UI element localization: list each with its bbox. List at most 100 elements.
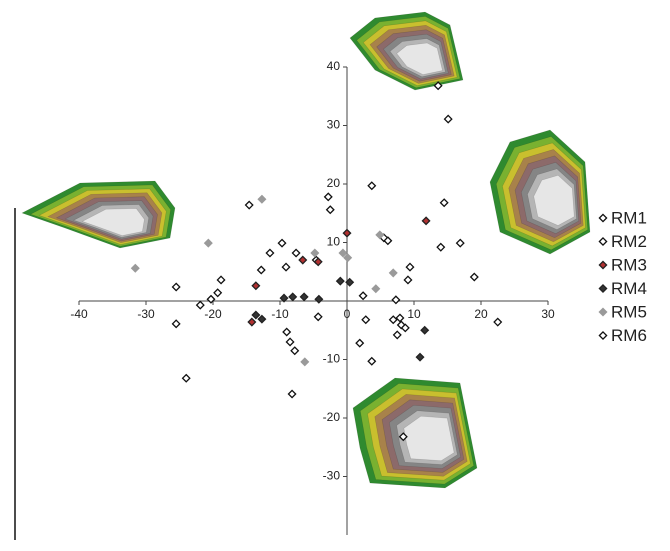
point (420, 325, 430, 335)
y-tick-label: -10 (323, 352, 341, 366)
point (171, 319, 181, 329)
shape-layer (81, 208, 145, 236)
legend-label: RM4 (611, 279, 647, 298)
point (323, 192, 333, 202)
point (342, 228, 352, 238)
y-tick-label: -30 (323, 469, 341, 483)
y-tick-label: 20 (327, 176, 341, 190)
point (371, 284, 381, 294)
x-tick-label: 20 (474, 307, 488, 321)
point (313, 312, 323, 322)
point (300, 357, 310, 367)
point (421, 216, 431, 226)
point (285, 337, 295, 347)
y-tick-label: 10 (327, 235, 341, 249)
x-tick-label: 30 (541, 307, 555, 321)
point (130, 263, 140, 273)
point (415, 352, 425, 362)
shape-layer (396, 42, 443, 75)
legend-marker (598, 236, 608, 247)
point (361, 315, 371, 325)
point (279, 293, 289, 303)
point (251, 310, 261, 320)
point (281, 262, 291, 272)
legend-label: RM2 (611, 232, 647, 251)
point (392, 330, 402, 340)
point (313, 257, 323, 267)
x-tick-label: 0 (344, 307, 351, 321)
point (171, 282, 181, 292)
point (298, 255, 308, 265)
point (277, 238, 287, 248)
y-tick-label: -20 (323, 410, 341, 424)
point (443, 114, 453, 124)
point (195, 300, 205, 310)
point (287, 389, 297, 399)
x-tick-label: -30 (137, 307, 155, 321)
legend-marker (598, 260, 608, 270)
point (388, 268, 398, 278)
point (213, 288, 223, 298)
point (469, 272, 479, 282)
point (282, 327, 292, 337)
point (244, 200, 254, 210)
point (203, 238, 213, 248)
point (288, 292, 298, 302)
point (343, 253, 353, 263)
legend-label: RM1 (611, 208, 647, 227)
point (493, 317, 503, 327)
point (433, 81, 443, 91)
point (290, 346, 300, 356)
point (355, 338, 365, 348)
point (265, 248, 275, 258)
point (455, 238, 465, 248)
point (181, 373, 191, 383)
legend-label: RM5 (611, 302, 647, 321)
point (388, 315, 398, 325)
point (257, 314, 267, 324)
point (257, 194, 267, 204)
point (338, 248, 348, 258)
x-tick-label: -40 (70, 307, 88, 321)
point (436, 242, 446, 252)
point (367, 356, 377, 366)
legend-marker (598, 213, 608, 223)
x-tick-label: -20 (204, 307, 222, 321)
point (325, 205, 335, 215)
point (345, 277, 355, 287)
legend-label: RM3 (611, 255, 647, 274)
point (216, 275, 226, 285)
point (398, 432, 408, 442)
point (391, 295, 401, 305)
point (314, 294, 324, 304)
shape-layer (403, 415, 455, 462)
shape-layer (533, 174, 575, 226)
point (251, 281, 261, 291)
y-tick-label: 30 (327, 118, 341, 132)
point (383, 236, 393, 246)
point (358, 291, 368, 301)
point (405, 262, 415, 272)
x-tick-label: 10 (407, 307, 421, 321)
point (206, 294, 216, 304)
point (375, 230, 385, 240)
point (395, 313, 405, 323)
legend-marker (598, 330, 608, 341)
legend-label: RM6 (611, 326, 647, 345)
point (439, 198, 449, 208)
x-tick-label: -10 (271, 307, 289, 321)
point (247, 317, 257, 327)
point (400, 323, 410, 333)
point (396, 320, 406, 330)
point (291, 248, 301, 258)
point (256, 265, 266, 275)
shape-renders (21, 11, 591, 489)
point (367, 181, 377, 191)
point (299, 292, 309, 302)
y-tick-label: 40 (327, 59, 341, 73)
legend-marker (598, 283, 608, 294)
point (335, 276, 345, 286)
point (403, 275, 413, 285)
